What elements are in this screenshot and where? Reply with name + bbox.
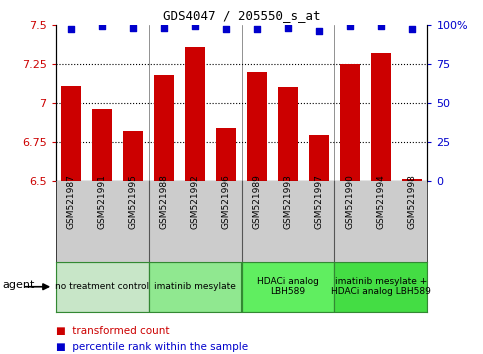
- Point: [346, 23, 354, 29]
- Bar: [340, 64, 360, 181]
- Text: ■  transformed count: ■ transformed count: [56, 326, 169, 336]
- Bar: [154, 75, 174, 181]
- Text: ■  percentile rank within the sample: ■ percentile rank within the sample: [56, 342, 248, 352]
- Text: imatinib mesylate +
HDACi analog LBH589: imatinib mesylate + HDACi analog LBH589: [331, 277, 431, 296]
- Point: [67, 27, 75, 32]
- Point: [98, 23, 106, 29]
- Point: [315, 28, 323, 34]
- Point: [284, 25, 292, 31]
- Bar: [56, 262, 149, 312]
- Bar: [185, 47, 205, 181]
- Bar: [92, 109, 112, 181]
- Bar: [371, 53, 391, 181]
- Bar: [149, 262, 242, 312]
- Bar: [247, 72, 267, 181]
- Bar: [334, 262, 427, 312]
- Bar: [402, 179, 422, 181]
- Point: [129, 25, 137, 31]
- Text: HDACi analog
LBH589: HDACi analog LBH589: [257, 277, 319, 296]
- Bar: [242, 262, 334, 312]
- Point: [222, 27, 230, 32]
- Bar: [61, 86, 81, 181]
- Point: [253, 27, 261, 32]
- Bar: [309, 135, 329, 181]
- Point: [160, 25, 168, 31]
- Point: [408, 27, 416, 32]
- Text: no treatment control: no treatment control: [55, 282, 149, 291]
- Point: [191, 23, 199, 29]
- Bar: [278, 87, 298, 181]
- Text: agent: agent: [2, 280, 35, 290]
- Point: [377, 23, 385, 29]
- Bar: [216, 127, 236, 181]
- Bar: [123, 131, 143, 181]
- Text: imatinib mesylate: imatinib mesylate: [154, 282, 236, 291]
- Text: GDS4047 / 205550_s_at: GDS4047 / 205550_s_at: [163, 9, 320, 22]
